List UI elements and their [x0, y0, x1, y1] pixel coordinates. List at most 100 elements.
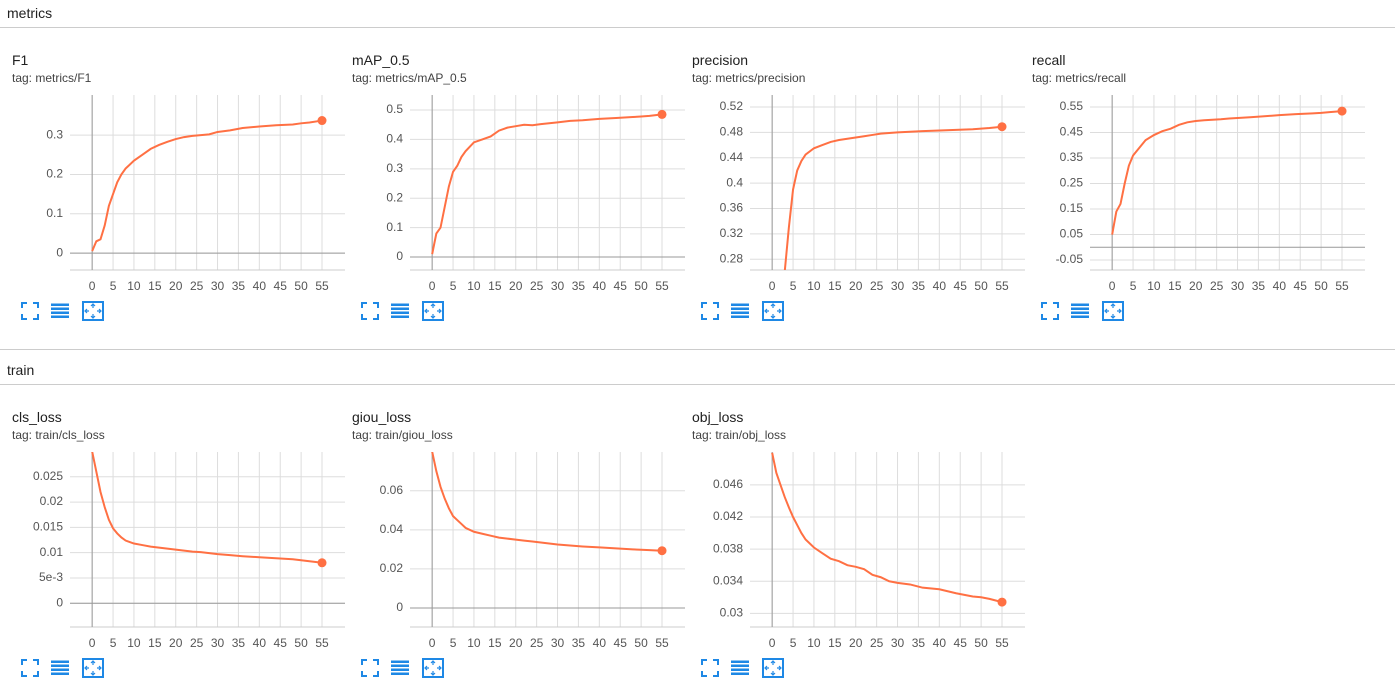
fit-domain-button[interactable]: [1102, 301, 1124, 321]
fit-domain-button[interactable]: [762, 658, 784, 678]
series-line: [91, 119, 323, 252]
x-tick-label: 35: [572, 636, 586, 650]
card-tag: tag: metrics/precision: [692, 71, 806, 85]
fullscreen-button[interactable]: [21, 302, 39, 320]
y-tick-label: 0.1: [46, 206, 63, 220]
icon: [1071, 303, 1089, 306]
series-line: [431, 452, 663, 552]
y-tick-label: 0.52: [720, 99, 744, 113]
x-tick-label: 25: [190, 636, 204, 650]
icon: [391, 303, 409, 306]
toggle-log-button[interactable]: [731, 303, 749, 319]
y-tick-label: 0.55: [1060, 99, 1084, 113]
y-tick-label: 0: [396, 249, 403, 263]
y-tick-label: 0.02: [40, 494, 64, 508]
icon: [764, 303, 782, 319]
chart-card: cls_loss tag: train/cls_loss 0 5e-3 0.01 0.01…: [12, 407, 352, 694]
card-tag: tag: metrics/mAP_0.5: [352, 71, 467, 85]
y-tick-label: 0.034: [713, 573, 743, 587]
icon: [391, 660, 409, 663]
toggle-log-button[interactable]: [51, 303, 69, 319]
x-tick-label: 0: [769, 636, 776, 650]
toggle-log-button[interactable]: [1071, 303, 1089, 319]
x-tick-label: 35: [1252, 279, 1266, 293]
x-tick-label: 15: [828, 636, 842, 650]
x-tick-label: 25: [870, 636, 884, 650]
fullscreen-button[interactable]: [21, 659, 39, 677]
x-tick-label: 25: [530, 636, 544, 650]
y-tick-label: 0.48: [720, 125, 744, 139]
icon: [391, 668, 409, 671]
icon: [1102, 301, 1124, 321]
x-tick-label: 15: [488, 636, 502, 650]
chart-toolbar: [1041, 301, 1124, 321]
icon: [82, 301, 104, 321]
last-point: [657, 109, 667, 119]
y-tick-label: 0.046: [713, 477, 743, 491]
y-tick-label: 0.025: [33, 469, 63, 483]
chart-toolbar: [701, 658, 784, 678]
fullscreen-button[interactable]: [701, 659, 719, 677]
fullscreen-button[interactable]: [701, 302, 719, 320]
section-header: train: [0, 357, 1395, 385]
icon: [731, 664, 749, 667]
fit-domain-button[interactable]: [82, 658, 104, 678]
x-tick-label: 15: [828, 279, 842, 293]
x-tick-label: 25: [530, 279, 544, 293]
fit-domain-button[interactable]: [422, 658, 444, 678]
x-tick-label: 35: [232, 636, 246, 650]
icon: [422, 658, 444, 678]
icon: [84, 303, 102, 319]
icon: [82, 658, 104, 678]
icon: [391, 672, 409, 675]
fit-domain-button[interactable]: [422, 301, 444, 321]
x-tick-label: 30: [551, 279, 565, 293]
card-title: obj_loss: [692, 409, 744, 425]
icon: [762, 301, 784, 321]
fullscreen-button[interactable]: [1041, 302, 1059, 320]
icon: [391, 664, 409, 667]
icon: [701, 302, 719, 320]
y-tick-label: 0.4: [726, 175, 743, 189]
icon: [731, 668, 749, 671]
toggle-log-button[interactable]: [731, 660, 749, 676]
x-tick-label: 40: [593, 636, 607, 650]
x-tick-label: 5: [790, 279, 797, 293]
last-point: [997, 597, 1007, 607]
series-line: [783, 125, 1003, 270]
toggle-log-button[interactable]: [391, 303, 409, 319]
last-point: [997, 122, 1007, 132]
fit-domain-button[interactable]: [82, 301, 104, 321]
icon: [21, 302, 39, 320]
toolbar: [1040, 300, 1140, 327]
y-tick-label: 0.44: [720, 150, 744, 164]
fit-domain-button[interactable]: [762, 301, 784, 321]
icon: [731, 303, 749, 306]
icon: [424, 660, 442, 676]
series-line: [771, 452, 1003, 604]
icon: [1071, 315, 1089, 318]
y-tick-label: 0.05: [1060, 227, 1084, 241]
icon: [51, 672, 69, 675]
chart-card: recall tag: metrics/recall -0.05 0.05 0.15 0.…: [1032, 50, 1372, 340]
x-tick-label: 55: [315, 279, 329, 293]
x-tick-label: 15: [148, 279, 162, 293]
x-tick-label: 0: [89, 279, 96, 293]
fullscreen-button[interactable]: [361, 302, 379, 320]
icon: [731, 672, 749, 675]
x-tick-label: 40: [933, 636, 947, 650]
x-tick-label: 0: [769, 279, 776, 293]
toggle-log-button[interactable]: [51, 660, 69, 676]
card-title: giou_loss: [352, 409, 412, 425]
toolbar: [20, 657, 120, 684]
y-tick-label: 0: [56, 245, 63, 259]
y-tick-label: 0.2: [386, 190, 403, 204]
y-tick-label: 0.28: [720, 251, 744, 265]
card-title: mAP_0.5: [352, 52, 410, 68]
card-tag: tag: metrics/recall: [1032, 71, 1127, 85]
toggle-log-button[interactable]: [391, 660, 409, 676]
fullscreen-button[interactable]: [361, 659, 379, 677]
x-tick-label: 50: [294, 279, 308, 293]
y-tick-label: 0: [396, 600, 403, 614]
x-tick-label: 40: [253, 279, 267, 293]
